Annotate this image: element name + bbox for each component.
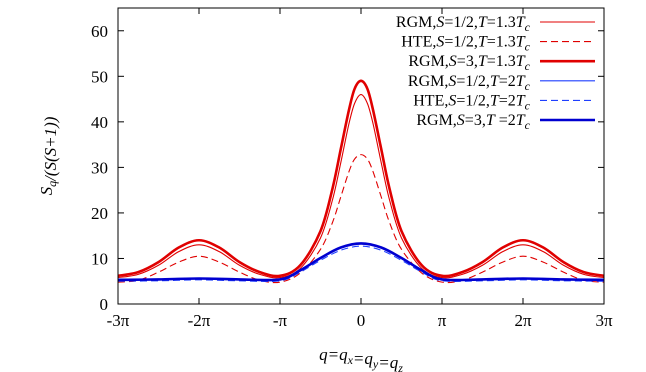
x-tick-label: -3π bbox=[107, 311, 130, 330]
legend-entry-4: RGM,S=1/2,T=2Tc bbox=[408, 73, 595, 93]
series-line-6 bbox=[118, 242, 604, 282]
legend-label: HTE,S=1/2,T=1.3Tc bbox=[401, 34, 530, 54]
x-tick-label: 0 bbox=[357, 311, 366, 330]
axis-ticks bbox=[117, 8, 605, 305]
series-line-2 bbox=[118, 154, 604, 284]
series-line-3 bbox=[118, 79, 604, 278]
legend-label: RGM,S=1/2,T=1.3Tc bbox=[396, 14, 531, 34]
legend-label: HTE,S=1/2,T=2Tc bbox=[413, 92, 530, 112]
y-axis-title: Sq/(S(S+1)) bbox=[37, 116, 60, 195]
axis-tick-labels: -3π -2π -π 0 π 2π 3π 0 10 20 30 40 50 60 bbox=[91, 22, 613, 330]
x-axis-title: q=qx=qy=qz bbox=[319, 345, 403, 372]
y-tick-label: 30 bbox=[91, 158, 108, 177]
legend-label: RGM,S=1/2,T=2Tc bbox=[408, 73, 531, 93]
legend-entry-6: RGM,S=3,T =2Tc bbox=[416, 112, 595, 132]
x-tick-label: 3π bbox=[595, 311, 613, 330]
legend: RGM,S=1/2,T=1.3TcHTE,S=1/2,T=1.3TcRGM,S=… bbox=[396, 14, 595, 132]
y-tick-label: 40 bbox=[91, 113, 108, 132]
y-tick-label: 0 bbox=[100, 295, 109, 314]
legend-entry-1: RGM,S=1/2,T=1.3Tc bbox=[396, 14, 595, 34]
x-tick-label: -π bbox=[273, 311, 288, 330]
x-tick-label: -2π bbox=[188, 311, 211, 330]
y-tick-label: 50 bbox=[91, 67, 108, 86]
legend-entry-5: HTE,S=1/2,T=2Tc bbox=[413, 92, 595, 112]
x-tick-label: π bbox=[438, 311, 447, 330]
legend-entry-3: RGM,S=3,T=1.3Tc bbox=[408, 53, 595, 73]
legend-entry-2: HTE,S=1/2,T=1.3Tc bbox=[401, 34, 595, 54]
y-tick-label: 10 bbox=[91, 249, 108, 268]
legend-label: RGM,S=3,T=1.3Tc bbox=[408, 53, 530, 73]
y-tick-label: 20 bbox=[91, 204, 108, 223]
series-line-1 bbox=[118, 93, 604, 279]
y-tick-label: 60 bbox=[91, 22, 108, 41]
plot-lines bbox=[118, 79, 604, 284]
legend-label: RGM,S=3,T =2Tc bbox=[416, 112, 530, 132]
x-tick-label: 2π bbox=[514, 311, 532, 330]
